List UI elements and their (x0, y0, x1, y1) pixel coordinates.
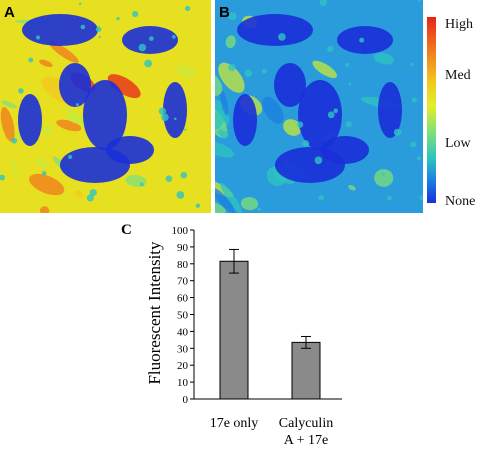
y-tick-label: 10 (177, 377, 189, 389)
panel-b-fluorescence-image: B (215, 0, 423, 213)
panel-a-heatmap (0, 0, 211, 213)
bar-chart: C Fluorescent Intensity 0 10 20 30 40 50 60 70 8… (121, 222, 342, 448)
y-tick-label: 50 (177, 310, 189, 322)
intensity-colorbar (427, 17, 436, 203)
panel-c-letter: C (121, 222, 132, 238)
scale-label-med: Med (445, 68, 471, 83)
y-tick-label: 90 (177, 242, 189, 254)
y-tick-label: 60 (177, 293, 189, 305)
category-label: 17e only (210, 416, 259, 431)
y-tick-label: 30 (177, 343, 189, 355)
scale-label-high: High (445, 17, 473, 32)
y-tick-label: 100 (172, 225, 189, 237)
panel-b-letter: B (219, 4, 230, 21)
y-axis-label: Fluorescent Intensity (145, 241, 164, 385)
y-tick-label: 70 (177, 276, 189, 288)
category-label: A + 17e (284, 433, 328, 448)
y-tick-label: 20 (177, 360, 189, 372)
scale-label-none: None (445, 194, 476, 209)
scale-label-low: Low (445, 136, 471, 151)
panel-b-heatmap (215, 0, 423, 213)
y-tick-label: 0 (183, 394, 189, 406)
panel-a-fluorescence-image: A (0, 0, 211, 213)
bar (219, 260, 249, 400)
category-label: Calyculin (279, 416, 333, 431)
y-tick-label: 40 (177, 326, 189, 338)
bar (291, 341, 321, 400)
y-tick-label: 80 (177, 259, 189, 271)
panel-a-letter: A (4, 4, 15, 21)
